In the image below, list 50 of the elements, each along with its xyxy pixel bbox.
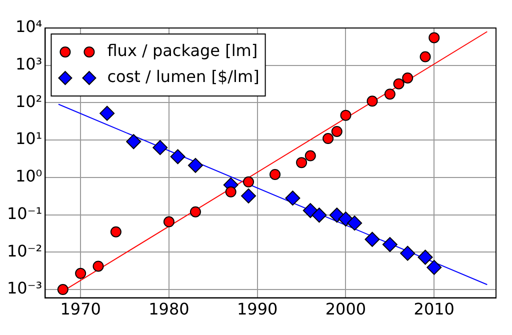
point [402, 72, 414, 84]
point [428, 32, 440, 44]
y-tick-label: 10⁰ [15, 166, 42, 186]
point [322, 133, 334, 144]
point [163, 216, 174, 228]
point [225, 186, 236, 198]
point [92, 260, 104, 272]
point [188, 158, 203, 173]
y-tick-label: 10⁴ [15, 17, 42, 36]
point [170, 149, 186, 164]
point [110, 226, 122, 238]
y-tick-label: 10⁻³ [7, 278, 42, 298]
x-tick-label: 2010 [414, 300, 454, 319]
x-tick-label: 2000 [325, 300, 366, 319]
point [100, 106, 115, 121]
point [426, 260, 442, 275]
point [393, 78, 404, 90]
point [340, 110, 352, 121]
point [420, 51, 431, 62]
x-tick-label: 1980 [148, 300, 190, 319]
point [285, 190, 300, 206]
point [241, 188, 256, 204]
x-tick-label: 1970 [60, 300, 101, 319]
point [400, 246, 416, 261]
point [302, 203, 318, 218]
point [126, 134, 142, 150]
point [270, 168, 281, 180]
point [382, 237, 398, 252]
point [57, 284, 68, 296]
y-tick-label: 10¹ [15, 129, 42, 148]
point [366, 96, 378, 107]
point [347, 216, 362, 231]
y-tick-label: 10⁻¹ [7, 204, 42, 223]
point [312, 208, 327, 223]
y-tick-label: 10² [15, 92, 42, 111]
point [190, 206, 201, 218]
point [296, 157, 308, 168]
legend-label: cost / lumen [$/lm] [107, 67, 260, 86]
point [364, 232, 380, 247]
point [384, 88, 396, 100]
point [152, 140, 168, 156]
point [418, 250, 433, 265]
point [75, 268, 86, 279]
point [243, 176, 254, 188]
legend-label: flux / package [lm] [107, 41, 258, 60]
x-tick-label: 1990 [236, 300, 278, 319]
point [304, 150, 316, 162]
y-tick-label: 10³ [15, 54, 42, 74]
point [331, 126, 342, 137]
y-tick-label: 10⁻² [7, 241, 42, 260]
